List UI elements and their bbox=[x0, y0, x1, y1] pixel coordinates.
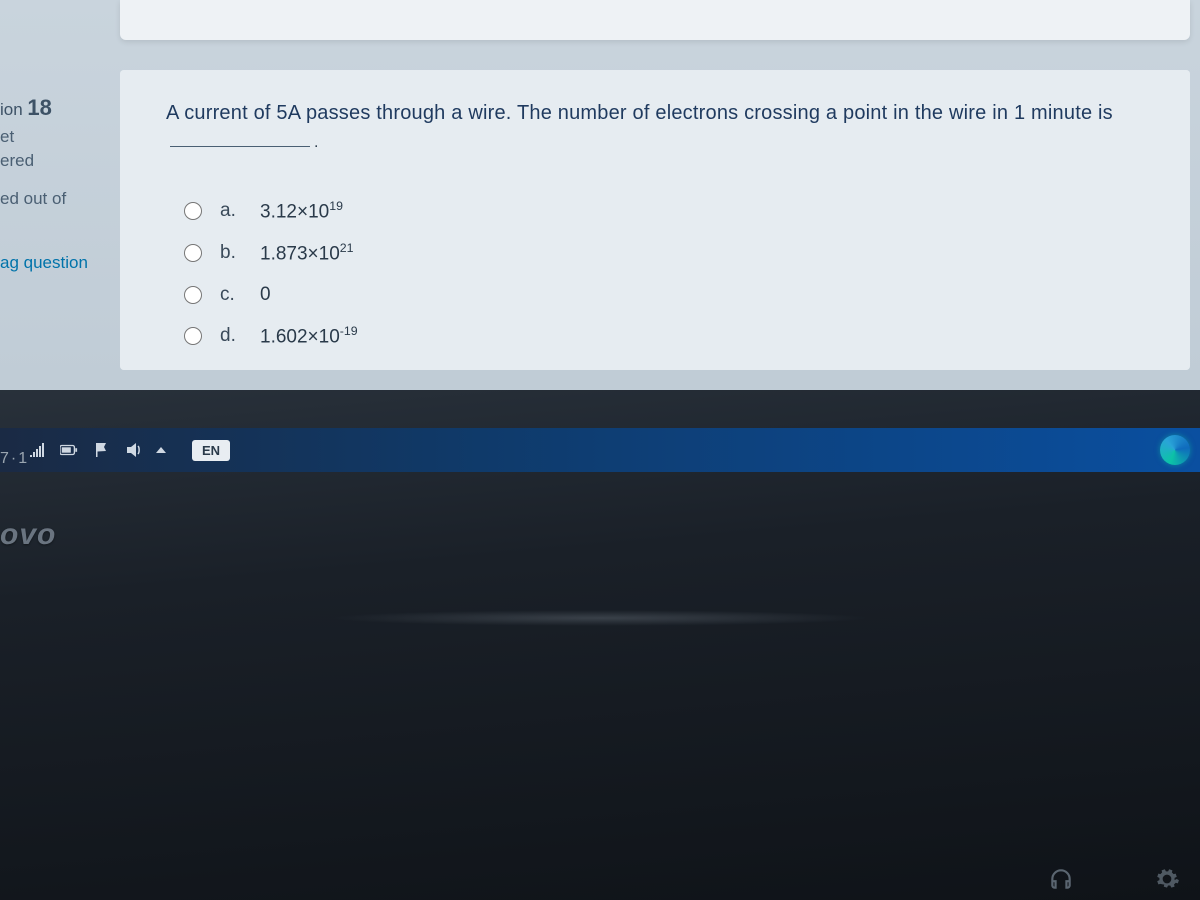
status-line-2: ered bbox=[0, 151, 112, 171]
option-value: 1.873×1021 bbox=[260, 241, 354, 265]
question-prefix: ion bbox=[0, 100, 23, 119]
question-text: A current of 5A passes through a wire. T… bbox=[166, 102, 1113, 124]
flag-icon[interactable] bbox=[92, 441, 110, 459]
option-b[interactable]: b. 1.873×1021 bbox=[184, 232, 1172, 274]
question-card-inner: A current of 5A passes through a wire. T… bbox=[120, 70, 1190, 370]
header-strip bbox=[120, 0, 1190, 40]
option-letter: c. bbox=[220, 284, 242, 306]
question-number-line: ion 18 bbox=[0, 95, 112, 121]
system-tray: EN bbox=[28, 440, 230, 461]
bottom-edge-icons bbox=[1048, 866, 1180, 892]
gear-icon bbox=[1154, 866, 1180, 892]
option-letter: d. bbox=[220, 325, 242, 347]
option-a[interactable]: a. 3.12×1019 bbox=[184, 190, 1172, 232]
battery-icon[interactable] bbox=[60, 441, 78, 459]
question-card: A current of 5A passes through a wire. T… bbox=[120, 70, 1190, 370]
screen-reflection bbox=[330, 610, 870, 626]
fill-blank bbox=[170, 146, 310, 147]
status-line-1: et bbox=[0, 127, 112, 147]
option-value: 3.12×1019 bbox=[260, 199, 343, 223]
language-indicator[interactable]: EN bbox=[192, 440, 230, 461]
question-info-sidebar: ion 18 et ered ed out of ag question bbox=[0, 0, 120, 390]
laptop-brand: ovo bbox=[0, 518, 56, 552]
option-letter: a. bbox=[220, 200, 242, 222]
radio-a[interactable] bbox=[184, 202, 202, 220]
headphone-icon bbox=[1048, 866, 1074, 892]
marked-out-of: ed out of bbox=[0, 189, 112, 209]
option-c[interactable]: c. 0 bbox=[184, 275, 1172, 315]
answer-options: a. 3.12×1019 b. 1.873×1021 c. 0 d. 1.602… bbox=[166, 190, 1172, 357]
taskbar: EN bbox=[0, 428, 1200, 472]
corner-label: 7·1 bbox=[0, 450, 29, 468]
radio-b[interactable] bbox=[184, 244, 202, 262]
flag-question-link[interactable]: ag question bbox=[0, 253, 112, 273]
question-text-line: A current of 5A passes through a wire. T… bbox=[166, 98, 1172, 128]
chevron-up-icon[interactable] bbox=[156, 447, 166, 453]
volume-icon[interactable] bbox=[124, 441, 142, 459]
option-value: 0 bbox=[260, 284, 271, 306]
option-d[interactable]: d. 1.602×10-19 bbox=[184, 315, 1172, 357]
radio-c[interactable] bbox=[184, 286, 202, 304]
option-value: 1.602×10-19 bbox=[260, 324, 358, 348]
question-number: 18 bbox=[27, 95, 51, 120]
option-letter: b. bbox=[220, 242, 242, 264]
edge-browser-icon[interactable] bbox=[1160, 435, 1190, 465]
quiz-container: ion 18 et ered ed out of ag question A c… bbox=[0, 0, 1200, 390]
signal-icon[interactable] bbox=[28, 441, 46, 459]
radio-d[interactable] bbox=[184, 327, 202, 345]
